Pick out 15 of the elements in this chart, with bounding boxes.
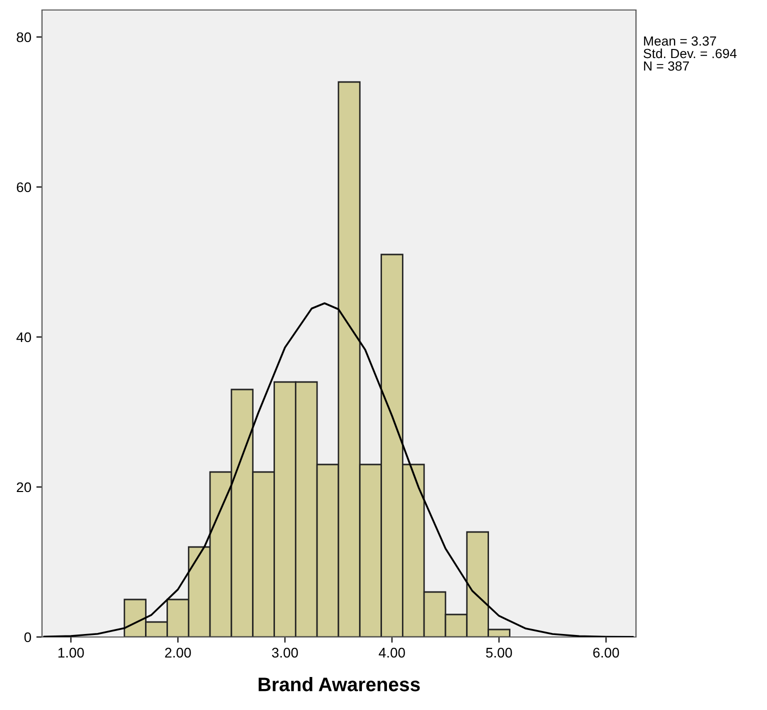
- text: N = 387: [644, 61, 689, 71]
- text: Std. Dev. = .694: [644, 48, 737, 58]
- y-tick-label: 20: [16, 482, 32, 492]
- text: Mean = 3.37: [644, 36, 716, 46]
- x-tick-label: 1.00: [58, 648, 84, 658]
- y-tick-label: 40: [16, 332, 32, 342]
- x-tick-label: 2.00: [165, 648, 191, 658]
- x-tick-label: 4.00: [378, 648, 405, 658]
- x-axis-title: Brand Awareness: [258, 677, 420, 692]
- x-tick-label: 6.00: [593, 648, 620, 658]
- y-tick-label: 60: [16, 182, 32, 192]
- y-tick-label: 0: [24, 632, 32, 642]
- x-tick-label: 3.00: [272, 648, 298, 658]
- x-tick-label: 5.00: [486, 648, 512, 658]
- y-tick-label: 80: [16, 32, 32, 42]
